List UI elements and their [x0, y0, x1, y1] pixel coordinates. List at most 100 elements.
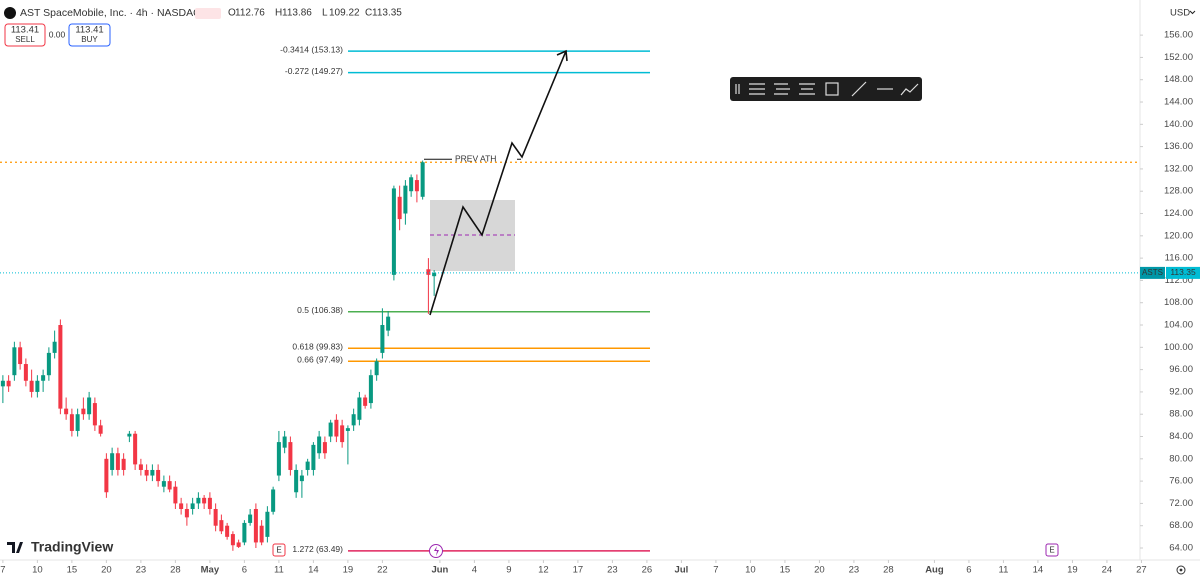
- candle-body: [196, 497, 201, 504]
- x-tick-label: 15: [67, 565, 78, 576]
- sell-button[interactable]: [4, 23, 46, 47]
- y-tick-label: 124.00: [1164, 208, 1193, 219]
- ohlc-letter: C: [365, 8, 372, 19]
- price-tag-label: 113.35: [1170, 267, 1196, 277]
- y-tick-label: 108.00: [1164, 297, 1193, 308]
- symbol-title: AST SpaceMobile, Inc. · 4h · NASDAQ: [20, 7, 201, 19]
- tool-lines[interactable]: [749, 83, 765, 95]
- earnings-icon: E: [1049, 546, 1054, 555]
- brand: TradingView: [31, 539, 113, 555]
- tool-fib[interactable]: [774, 83, 790, 95]
- candle-body: [219, 520, 224, 532]
- earnings-marker[interactable]: [1045, 543, 1059, 557]
- candle-body: [282, 436, 287, 448]
- x-tick-label: 6: [242, 565, 247, 576]
- ohlc-legend: O 112.76 H 113.86 L 109.22 C 113.35: [228, 8, 402, 19]
- candle-body: [328, 422, 333, 437]
- settings-button[interactable]: [1176, 565, 1186, 575]
- ohlc-value: 109.22: [329, 8, 360, 19]
- candle-body: [190, 503, 195, 509]
- candle-body: [58, 325, 63, 409]
- x-tick-label: 10: [32, 565, 43, 576]
- x-tick-label: 7: [0, 565, 5, 576]
- ohlc-value: 112.76: [235, 8, 265, 19]
- candle-body: [41, 375, 46, 381]
- x-tick-label: 14: [1033, 565, 1044, 576]
- price-tag: [1166, 266, 1200, 279]
- buy-button[interactable]: [68, 23, 111, 47]
- candle-body: [334, 419, 339, 437]
- fib-label: 1.272 (63.49): [292, 544, 343, 554]
- y-tick-label: 72.00: [1169, 498, 1193, 509]
- symbol-logo: [4, 7, 16, 19]
- x-tick-label: 15: [780, 565, 791, 576]
- tool-rect[interactable]: [825, 82, 839, 96]
- y-tick-label: 136.00: [1164, 141, 1193, 152]
- candle-body: [351, 414, 356, 426]
- candle-body: [288, 442, 293, 470]
- candle-body: [225, 525, 230, 537]
- candle-body: [81, 408, 86, 415]
- y-tick-label: 112.00: [1165, 275, 1193, 286]
- candle-body: [265, 511, 270, 537]
- candle-body: [230, 534, 235, 546]
- candle-body: [127, 433, 132, 437]
- x-tick-label: 23: [849, 565, 860, 576]
- tool-pitchfork[interactable]: [799, 83, 815, 95]
- y-tick-label: 156.00: [1164, 30, 1193, 41]
- candle-body: [6, 380, 11, 387]
- event-icon: [434, 546, 439, 556]
- x-tick-label: 23: [136, 565, 147, 576]
- currency[interactable]: USD: [1170, 8, 1190, 19]
- y-tick-label: 144.00: [1164, 97, 1193, 108]
- x-tick-label: 27: [1136, 565, 1147, 576]
- candle-body: [121, 458, 126, 470]
- y-tick-label: 140.00: [1164, 119, 1193, 130]
- x-tick-label: 17: [573, 565, 584, 576]
- x-tick-label: 4: [472, 565, 477, 576]
- y-tick-label: 116.00: [1165, 253, 1193, 264]
- x-tick-label: 20: [101, 565, 112, 576]
- candle-body: [69, 414, 74, 431]
- spread: 0.00: [49, 29, 66, 39]
- x-tick-label: 20: [814, 565, 825, 576]
- candle-body: [133, 433, 138, 465]
- status-badge: [195, 8, 221, 19]
- y-tick-label: 104.00: [1164, 320, 1193, 331]
- candle-body: [161, 481, 166, 487]
- y-tick-label: 128.00: [1164, 186, 1193, 197]
- fib-label: -0.272 (149.27): [285, 66, 343, 76]
- x-tick-label: 26: [642, 565, 653, 576]
- y-tick-label: 148.00: [1164, 74, 1193, 85]
- x-tick-label: 24: [1102, 565, 1113, 576]
- y-tick-label: 80.00: [1169, 453, 1193, 464]
- candle-body: [380, 325, 385, 353]
- y-tick-label: 92.00: [1169, 386, 1193, 397]
- tool-path[interactable]: [900, 83, 919, 96]
- brand-logo: [7, 542, 23, 553]
- buy-price: 113.41: [75, 25, 103, 36]
- y-tick-label: 100.00: [1164, 342, 1193, 353]
- candle-body: [368, 375, 373, 404]
- candle-body: [138, 464, 143, 470]
- candle-body: [29, 380, 34, 392]
- candle-body: [179, 503, 184, 509]
- candle-body: [426, 269, 431, 275]
- y-tick-label: 96.00: [1169, 364, 1193, 375]
- prev-ath-label: PREV ATH: [455, 153, 496, 163]
- candle-body: [357, 397, 362, 420]
- x-tick-label: 28: [170, 565, 181, 576]
- ohlc-letter: L: [322, 8, 328, 19]
- fib-label: 0.66 (97.49): [297, 355, 343, 365]
- earnings-marker[interactable]: [272, 543, 286, 557]
- candle-body: [363, 397, 368, 406]
- candle-body: [92, 403, 97, 426]
- y-tick-label: 68.00: [1169, 520, 1193, 531]
- candle-body: [311, 444, 316, 470]
- candle-body: [104, 458, 109, 493]
- buy-label: BUY: [81, 35, 98, 44]
- y-tick-label: 88.00: [1169, 409, 1193, 420]
- tool-trend[interactable]: [851, 81, 867, 97]
